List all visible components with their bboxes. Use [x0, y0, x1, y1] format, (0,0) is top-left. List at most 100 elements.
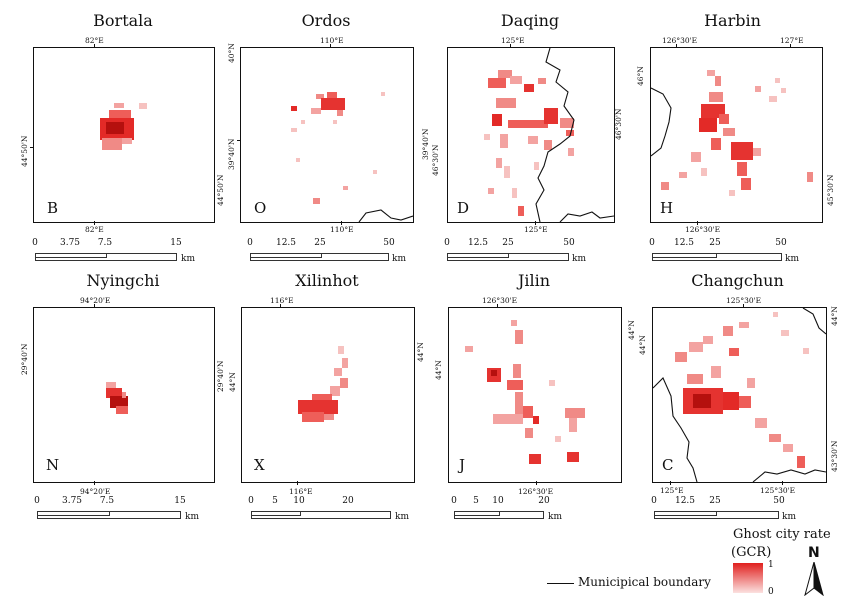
scale-label: 7.5 [97, 238, 113, 248]
scale-label: 0 [451, 496, 457, 506]
top-tick-label: 125°30'E [726, 296, 762, 305]
tick-mark [297, 481, 298, 485]
scale-label: 0 [651, 496, 657, 506]
scale-bar-segments [251, 511, 391, 519]
bottom-tick-label: 125°30'E [760, 486, 796, 495]
scale-bar-segments [652, 253, 782, 261]
scale-label: 0 [444, 238, 450, 248]
ghost-city-raster [291, 92, 413, 222]
right-tick-label: 45°30'N [826, 174, 835, 206]
left-tick-label: 44°50'N [20, 135, 29, 167]
gcr-color-ramp [733, 563, 763, 593]
bottom-tick-label: 126°30'E [518, 487, 554, 496]
map-frame-harbin [650, 47, 823, 223]
scale-label: 15 [170, 238, 182, 248]
bottom-tick-label: 94°20'E [80, 487, 111, 496]
panel-title: Jilin [517, 271, 551, 290]
scale-bar: 0 3.75 7.5 15 km [32, 238, 213, 268]
panel-title: Nyingchi [86, 271, 160, 290]
map-frame-jilin [448, 307, 622, 483]
scale-label: 25 [314, 238, 326, 248]
tick-mark [510, 44, 511, 48]
scale-bar-segments [250, 253, 389, 261]
scale-label: 0 [649, 238, 655, 248]
scale-label: 7.5 [99, 496, 115, 506]
scale-bar: 0 12.5 25 50 km [247, 238, 418, 268]
scale-label: 3.75 [59, 238, 81, 248]
scale-label: 10 [492, 496, 504, 506]
tick-mark [94, 44, 95, 48]
municipal-boundary [752, 469, 826, 482]
panel-title: Ordos [301, 11, 351, 30]
scale-label: 0 [248, 496, 254, 506]
top-tick-label: 126°30'E [482, 296, 518, 305]
scale-unit: km [185, 512, 199, 522]
bottom-tick-label: 125°E [524, 225, 548, 234]
tick-mark [697, 221, 698, 225]
map-frame-nyingchi [33, 307, 215, 483]
left-tick-label: 46°30'N [431, 144, 440, 176]
scale-bar-segments [654, 511, 779, 519]
ghost-city-raster [298, 346, 348, 422]
scale-bar-segments [447, 253, 569, 261]
panel-title: Harbin [704, 11, 761, 30]
scale-label: 3.75 [61, 496, 83, 506]
boundary-legend-label: Municipical boundary [578, 575, 711, 589]
scale-bar: 0 3.75 7.5 15 km [34, 496, 215, 526]
panel-title: Changchun [691, 271, 784, 290]
tick-mark [535, 221, 536, 225]
legend-subtitle: (GCR) [731, 545, 772, 560]
tick-mark [280, 304, 281, 308]
scale-bar-segments [37, 511, 181, 519]
map-frame-changchun [652, 307, 827, 483]
right-tick-label: 46°30'N [614, 108, 623, 140]
municipal-boundary [651, 87, 672, 157]
scale-label: 0 [247, 238, 253, 248]
scale-label: 12.5 [275, 238, 297, 248]
right-tick-label: 44°N [627, 320, 636, 340]
scale-label: 20 [342, 496, 354, 506]
scale-unit: km [548, 512, 562, 522]
right-tick-label: 44°50'N [216, 174, 225, 206]
municipal-boundary [802, 308, 826, 335]
scale-label: 0 [34, 496, 40, 506]
tick-mark [30, 147, 34, 148]
scale-bar-segments [35, 253, 177, 261]
scale-bar-segments [454, 511, 544, 519]
left-tick-label: 40°N [227, 43, 236, 63]
ramp-min-label: 0 [768, 587, 774, 597]
scale-label: 25 [709, 238, 721, 248]
top-tick-label: 110°E [320, 36, 344, 45]
map-frame-ordos [240, 47, 414, 223]
panel-title: Bortala [93, 11, 153, 30]
scale-label: 5 [272, 496, 278, 506]
right-tick-label: 44°N [416, 342, 425, 362]
top-tick-label: 94°20'E [80, 296, 111, 305]
left-tick-label: 46°N [636, 66, 645, 86]
panel-letter: N [46, 456, 60, 474]
left-tick-label: 29°40'N [20, 343, 29, 375]
scale-bar: 0 12.5 25 50 km [649, 238, 820, 268]
scale-label: 50 [773, 496, 785, 506]
scale-unit: km [785, 254, 799, 264]
ghost-city-raster [100, 103, 147, 150]
bottom-tick-label: 110°E [330, 225, 354, 234]
tick-mark [94, 304, 95, 308]
panel-letter: J [459, 456, 466, 474]
top-tick-label: 82°E [85, 36, 104, 45]
right-tick-label: 44°N [830, 306, 839, 326]
left-tick-label: 44°N [434, 360, 443, 380]
panel-letter: C [662, 456, 674, 474]
map-frame-xilinhot [241, 307, 415, 483]
left-tick-label: 39°40'N [227, 138, 236, 170]
ramp-max-label: 1 [768, 560, 774, 570]
scale-unit: km [392, 254, 406, 264]
tick-mark [330, 44, 331, 48]
bottom-tick-label: 116°E [289, 487, 313, 496]
ghost-city-raster [484, 48, 614, 222]
right-tick-label: 29°40'N [216, 360, 225, 392]
municipal-boundary [559, 211, 614, 222]
scale-label: 25 [502, 238, 514, 248]
ghost-city-raster [653, 308, 826, 482]
scale-label: 12.5 [674, 496, 696, 506]
